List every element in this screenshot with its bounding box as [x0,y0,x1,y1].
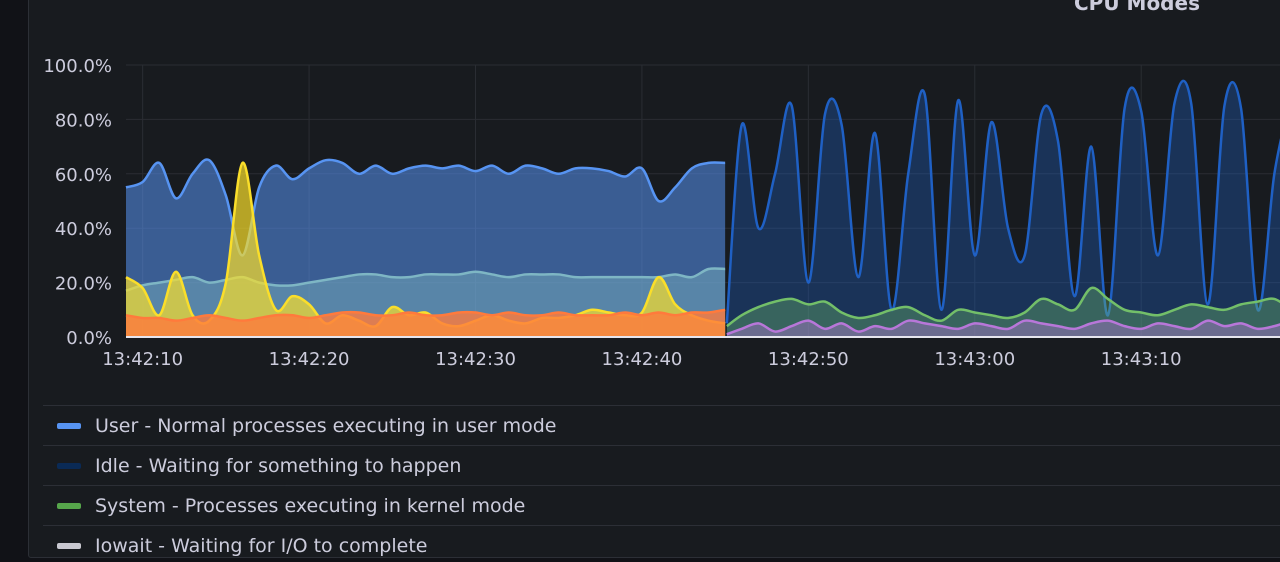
legend-label: Iowait - Waiting for I/O to complete [95,534,428,557]
legend-item-iowait[interactable]: Iowait - Waiting for I/O to complete [43,525,1280,557]
series-line-system [726,286,1280,328]
legend-swatch-user [57,422,81,429]
series-area-irq [126,309,726,337]
legend-item-idle[interactable]: Idle - Waiting for something to happen [43,445,1280,485]
y-tick-label: 0.0% [66,328,112,349]
series-area-softirq [726,320,1280,337]
series-line-softirq [726,319,1280,336]
series-line-user [125,158,726,257]
y-tick-label: 100.0% [43,56,112,77]
x-tick-label: 13:42:40 [602,349,683,370]
legend-item-system[interactable]: System - Processes executing in kernel m… [43,485,1280,525]
legend-item-user[interactable]: User - Normal processes executing in use… [43,405,1280,445]
x-tick-label: 13:43:00 [934,349,1015,370]
y-tick-label: 40.0% [55,219,112,240]
x-tick-label: 13:42:30 [435,349,516,370]
cpu-modes-panel: CPU Modes 0.0% 20.0% 40.0% 60.0% 80.0% 100.0%… [28,0,1280,558]
series-line-irq [125,308,726,322]
legend-label: Idle - Waiting for something to happen [95,454,462,477]
legend: User - Normal processes executing in use… [43,405,1280,557]
legend-swatch-system [57,502,81,509]
series-line-idle [725,79,1280,324]
x-tick-label: 13:43:10 [1101,349,1182,370]
x-tick-label: 13:42:50 [768,349,849,370]
legend-label: System - Processes executing in kernel m… [95,494,526,517]
series-area-user [126,159,726,337]
y-tick-label: 20.0% [55,274,112,295]
y-tick-label: 60.0% [55,165,112,186]
series-area-idle [726,80,1280,337]
legend-swatch-idle [57,462,81,469]
cpu-modes-chart: 0.0% 20.0% 40.0% 60.0% 80.0% 100.0% 13:42:10 13… [43,56,1280,370]
legend-label: User - Normal processes executing in use… [95,414,557,437]
series-area-system [726,287,1280,337]
legend-swatch-iowait [57,542,81,549]
y-tick-label: 80.0% [55,110,112,131]
x-tick-label: 13:42:10 [102,349,183,370]
panel-title[interactable]: CPU Modes [1074,0,1200,15]
x-tick-label: 13:42:20 [269,349,350,370]
